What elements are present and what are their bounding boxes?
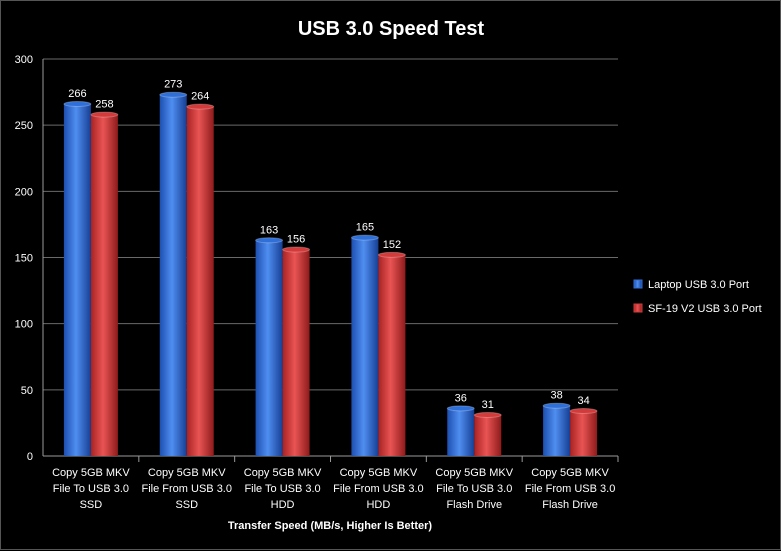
y-tick-label: 250 bbox=[15, 120, 33, 132]
data-label: 264 bbox=[191, 91, 209, 103]
bar-laptop bbox=[159, 94, 187, 456]
data-label: 258 bbox=[95, 99, 113, 111]
x-tick-label: Copy 5GB MKV bbox=[148, 467, 226, 479]
bar-top bbox=[282, 246, 311, 253]
data-label: 36 bbox=[455, 392, 467, 404]
y-tick-label: 50 bbox=[21, 385, 33, 397]
x-tick-label: Copy 5GB MKV bbox=[244, 467, 322, 479]
y-tick-label: 100 bbox=[15, 319, 33, 331]
bar-top bbox=[542, 402, 571, 409]
legend-swatch bbox=[633, 303, 643, 313]
x-tick-label: Copy 5GB MKV bbox=[340, 467, 418, 479]
plot-area: 0 50 100 150 200 250 300 266 258 Copy 5GB MKV File… bbox=[15, 54, 619, 511]
bar-sf19 bbox=[378, 254, 406, 456]
bar-laptop bbox=[543, 405, 571, 456]
data-label: 34 bbox=[577, 395, 589, 407]
bar-laptop bbox=[351, 237, 379, 456]
legend-swatch bbox=[633, 279, 643, 289]
data-label: 165 bbox=[356, 222, 374, 234]
bar-top bbox=[569, 408, 598, 415]
bar-sf19 bbox=[90, 114, 118, 456]
bar-top bbox=[377, 251, 406, 258]
x-tick-label: HDD bbox=[271, 499, 295, 511]
x-tick-label: Flash Drive bbox=[542, 499, 598, 511]
bar-top bbox=[159, 91, 188, 98]
bar-laptop bbox=[255, 240, 283, 456]
x-tick-label: SSD bbox=[80, 499, 103, 511]
x-tick-label: File To USB 3.0 bbox=[244, 483, 320, 495]
x-tick-label: Copy 5GB MKV bbox=[52, 467, 130, 479]
bar-sf19 bbox=[282, 249, 310, 456]
bar-top bbox=[446, 405, 475, 412]
legend-label: SF-19 V2 USB 3.0 Port bbox=[648, 303, 762, 315]
data-label: 38 bbox=[550, 390, 562, 402]
x-tick-label: File From USB 3.0 bbox=[333, 483, 423, 495]
bar-top bbox=[63, 100, 92, 107]
bar-sf19 bbox=[186, 106, 214, 456]
data-label: 152 bbox=[383, 239, 401, 251]
bar-laptop bbox=[63, 103, 91, 456]
chart-title: USB 3.0 Speed Test bbox=[298, 18, 485, 40]
x-tick-label: File To USB 3.0 bbox=[436, 483, 512, 495]
data-label: 163 bbox=[260, 224, 278, 236]
bar-top bbox=[255, 237, 284, 244]
data-label: 273 bbox=[164, 79, 182, 91]
x-tick-label: SSD bbox=[175, 499, 198, 511]
legend: Laptop USB 3.0 Port SF-19 V2 USB 3.0 Port bbox=[633, 279, 762, 315]
x-axis-label: Transfer Speed (MB/s, Higher Is Better) bbox=[228, 520, 432, 532]
y-tick-label: 200 bbox=[15, 186, 33, 198]
bar-top bbox=[186, 103, 215, 110]
bar-top bbox=[473, 411, 502, 418]
bar-top bbox=[90, 111, 119, 118]
x-tick-label: Flash Drive bbox=[446, 499, 502, 511]
legend-label: Laptop USB 3.0 Port bbox=[648, 279, 749, 291]
x-tick-label: Copy 5GB MKV bbox=[435, 467, 513, 479]
x-tick-label: File From USB 3.0 bbox=[142, 483, 232, 495]
y-tick-label: 0 bbox=[27, 451, 33, 463]
data-label: 31 bbox=[482, 399, 494, 411]
y-tick-label: 150 bbox=[15, 253, 33, 265]
y-tick-label: 300 bbox=[15, 54, 33, 66]
bar-laptop bbox=[447, 408, 475, 456]
data-label: 156 bbox=[287, 234, 305, 246]
x-tick-label: File From USB 3.0 bbox=[525, 483, 615, 495]
bar-sf19 bbox=[474, 414, 502, 456]
x-tick-label: Copy 5GB MKV bbox=[531, 467, 609, 479]
bar-top bbox=[350, 234, 379, 241]
bar-sf19 bbox=[570, 411, 598, 456]
data-label: 266 bbox=[68, 88, 86, 100]
x-tick-label: File To USB 3.0 bbox=[53, 483, 129, 495]
x-tick-label: HDD bbox=[366, 499, 390, 511]
